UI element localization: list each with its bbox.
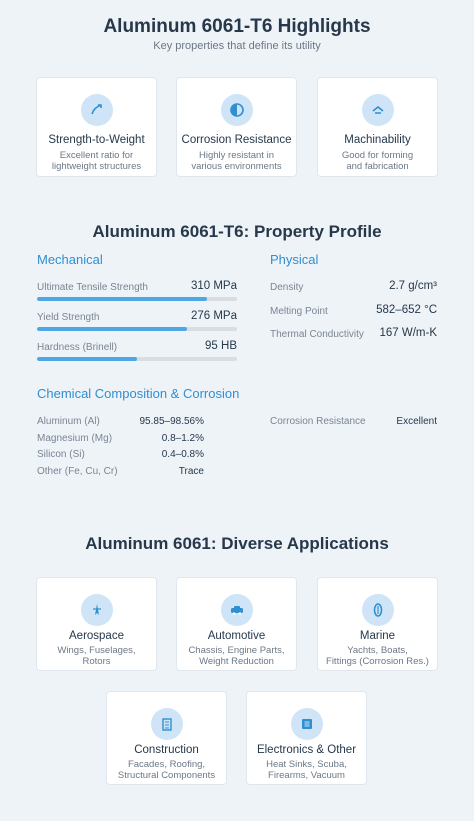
melting-value: 582–652 °C xyxy=(376,304,437,316)
other-value: Trace xyxy=(178,466,204,477)
card-title: Marine xyxy=(359,630,396,642)
card-desc-line2: Structural Components xyxy=(117,770,216,781)
car-icon xyxy=(220,594,253,626)
highlights-subtitle: Key properties that define its utility xyxy=(153,40,321,52)
highlight-card-strength: Strength-to-Weight Excellent ratio for l… xyxy=(36,77,157,177)
card-title: Automotive xyxy=(207,630,266,642)
highlights-title: Aluminum 6061-T6 Highlights xyxy=(103,16,371,37)
card-title: Construction xyxy=(134,744,199,756)
mechanical-heading: Mechanical xyxy=(37,252,103,267)
card-desc-line1: Good for forming xyxy=(341,150,414,161)
shield-icon xyxy=(220,94,253,126)
aluminum-label: Aluminum (Al) xyxy=(37,416,100,427)
card-desc-line2: Weight Reduction xyxy=(199,656,274,667)
application-card-automotive: Automotive Chassis, Engine Parts, Weight… xyxy=(176,577,297,671)
card-desc-line1: Highly resistant in xyxy=(199,150,274,161)
highlight-card-corrosion: Corrosion Resistance Highly resistant in… xyxy=(176,77,297,177)
card-title: Machinability xyxy=(344,134,411,146)
applications-title: Aluminum 6061: Diverse Applications xyxy=(85,534,389,553)
card-title: Aerospace xyxy=(69,630,124,642)
silicon-value: 0.4–0.8% xyxy=(161,449,204,460)
profile-title: Aluminum 6061-T6: Property Profile xyxy=(92,222,382,241)
chemical-heading: Chemical Composition & Corrosion xyxy=(37,386,240,401)
silicon-label: Silicon (Si) xyxy=(37,449,85,460)
uts-bar xyxy=(37,297,237,301)
card-title: Corrosion Resistance xyxy=(181,134,292,146)
card-desc-line1: Facades, Roofing, xyxy=(127,759,206,770)
card-desc-line2: and fabrication xyxy=(346,161,409,172)
card-desc-line2: Fittings (Corrosion Res.) xyxy=(326,656,429,667)
card-desc-line2: lightweight structures xyxy=(51,161,142,172)
card-desc-line1: Wings, Fuselages, xyxy=(57,645,136,656)
application-card-electronics: Electronics & Other Heat Sinks, Scuba, F… xyxy=(246,691,367,785)
uts-label: Ultimate Tensile Strength xyxy=(37,282,148,293)
thermal-label: Thermal Conductivity xyxy=(270,329,364,340)
density-value: 2.7 g/cm³ xyxy=(389,280,437,292)
building-icon xyxy=(150,708,183,740)
highlight-card-machinability: Machinability Good for forming and fabri… xyxy=(317,77,438,177)
physical-heading: Physical xyxy=(270,252,319,267)
tool-icon xyxy=(361,94,394,126)
application-card-marine: Marine Yachts, Boats, Fittings (Corrosio… xyxy=(317,577,438,671)
uts-value: 310 MPa xyxy=(190,280,237,292)
density-label: Density xyxy=(270,282,304,293)
corrosion-value: Excellent xyxy=(396,416,437,427)
thermal-value: 167 W/m-K xyxy=(379,327,437,339)
card-desc-line1: Chassis, Engine Parts, xyxy=(188,645,285,656)
hardness-value: 95 HB xyxy=(205,340,237,352)
corrosion-label: Corrosion Resistance xyxy=(270,416,366,427)
yield-label: Yield Strength xyxy=(37,312,100,323)
melting-label: Melting Point xyxy=(270,306,328,317)
anchor-icon xyxy=(361,594,394,626)
application-card-construction: Construction Facades, Roofing, Structura… xyxy=(106,691,227,785)
strength-icon xyxy=(80,94,113,126)
hardness-bar xyxy=(37,357,237,361)
magnesium-value: 0.8–1.2% xyxy=(161,433,204,444)
card-title: Strength-to-Weight xyxy=(48,134,145,146)
hardness-label: Hardness (Brinell) xyxy=(37,342,118,353)
card-desc-line1: Yachts, Boats, xyxy=(347,645,408,656)
magnesium-label: Magnesium (Mg) xyxy=(37,433,113,444)
yield-value: 276 MPa xyxy=(190,310,237,322)
card-desc-line2: various environments xyxy=(191,161,282,172)
other-label: Other (Fe, Cu, Cr) xyxy=(37,466,118,477)
application-card-aerospace: Aerospace Wings, Fuselages, Rotors xyxy=(36,577,157,671)
card-desc-line1: Excellent ratio for xyxy=(59,150,134,161)
yield-bar xyxy=(37,327,237,331)
card-desc-line1: Heat Sinks, Scuba, xyxy=(266,759,347,770)
card-desc-line2: Rotors xyxy=(82,656,111,667)
card-title: Electronics & Other xyxy=(256,744,357,756)
card-desc-line2: Firearms, Vacuum xyxy=(268,770,345,781)
plane-icon xyxy=(80,594,113,626)
chip-icon xyxy=(290,708,323,740)
aluminum-value: 95.85–98.56% xyxy=(139,416,204,427)
